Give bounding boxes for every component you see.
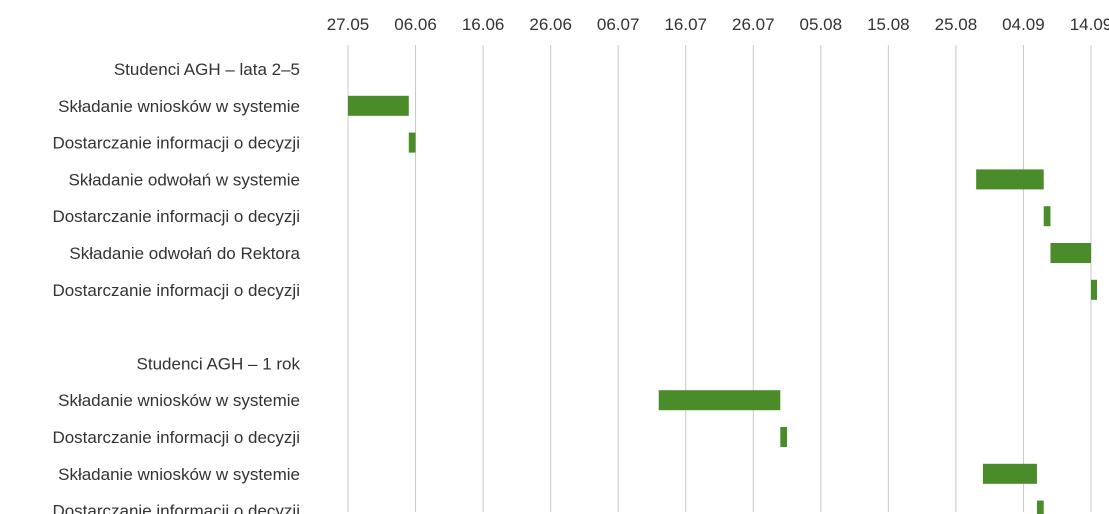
task-label: Składanie wniosków w systemie xyxy=(58,465,300,484)
x-tick-label: 04.09 xyxy=(1002,15,1045,34)
x-axis-ticks: 27.05 06.06 16.06 26.06 06.07 16.07 26.07 05.08… xyxy=(327,15,1109,34)
task-bar xyxy=(658,390,781,411)
x-tick-label: 06.06 xyxy=(394,15,437,34)
task-bar xyxy=(1036,500,1044,514)
task-bars xyxy=(348,95,1097,514)
row-labels: Studenci AGH – lata 2–5 Składanie wnioskó… xyxy=(52,60,300,514)
x-tick-label: 26.06 xyxy=(529,15,572,34)
x-tick-label: 14.09 xyxy=(1070,15,1109,34)
task-label: Składanie wniosków w systemie xyxy=(58,391,300,410)
x-tick-label: 16.06 xyxy=(462,15,505,34)
task-bar xyxy=(348,95,409,116)
group-label: Studenci AGH – lata 2–5 xyxy=(114,60,300,79)
x-tick-label: 16.07 xyxy=(664,15,707,34)
task-bar xyxy=(780,427,788,447)
group-label: Studenci AGH – 1 rok xyxy=(137,354,301,373)
task-label: Dostarczanie informacji o decyzji xyxy=(52,502,300,514)
grid-layer xyxy=(347,45,1092,512)
task-bar xyxy=(408,132,416,153)
task-label: Składanie odwołań do Rektora xyxy=(69,244,300,263)
x-tick-label: 25.08 xyxy=(935,15,978,34)
task-bar xyxy=(982,463,1037,484)
x-tick-label: 27.05 xyxy=(327,15,370,34)
task-label: Dostarczanie informacji o decyzji xyxy=(52,428,300,447)
task-label: Dostarczanie informacji o decyzji xyxy=(52,207,300,226)
x-tick-label: 15.08 xyxy=(867,15,910,34)
task-bar xyxy=(1043,206,1051,227)
task-label: Dostarczanie informacji o decyzji xyxy=(52,134,300,153)
x-tick-label: 06.07 xyxy=(597,15,640,34)
task-label: Dostarczanie informacji o decyzji xyxy=(52,281,300,300)
task-bar xyxy=(976,169,1044,190)
task-bar xyxy=(1091,279,1097,300)
x-tick-label: 26.07 xyxy=(732,15,775,34)
task-label: Składanie wniosków w systemie xyxy=(58,97,300,116)
x-tick-label: 05.08 xyxy=(800,15,843,34)
task-label: Składanie odwołań w systemie xyxy=(68,170,300,189)
task-bar xyxy=(1050,243,1091,263)
